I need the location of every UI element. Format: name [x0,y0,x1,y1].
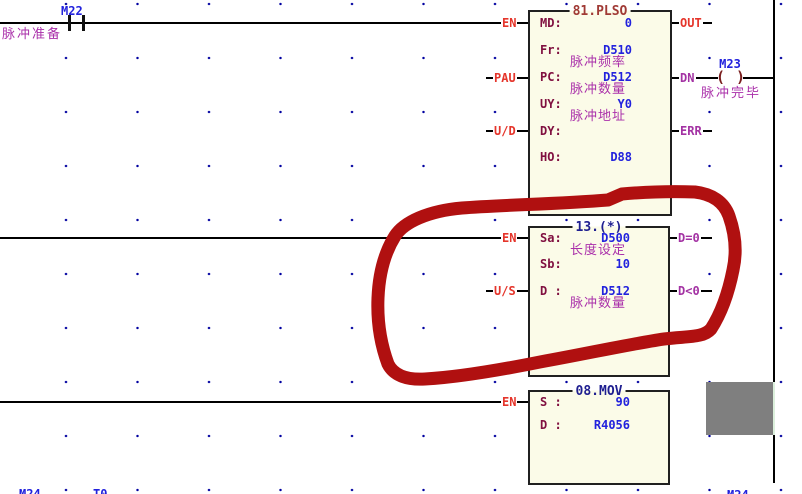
mul-param-sb: Sb: [540,257,562,271]
mov-param-s: S : [540,395,562,409]
pin-plso-ud: U/D [486,124,528,138]
plso-title: 81.PLSO [569,5,631,18]
plso-param-md: MD: [540,16,562,30]
plso-param-pc: PC: [540,70,562,84]
mov-value-d: R4056 [593,418,630,432]
mul-param-sa: Sa: [540,231,562,245]
plso-value-fr: D510 [603,43,632,57]
plso-value-pc: D512 [603,70,632,84]
rung3-wire [0,401,501,403]
plso-value-md: 0 [624,16,632,30]
pin-plso-err: ERR [672,124,712,138]
pin-mul-us: U/S [486,284,528,298]
function-block-mul[interactable]: 13.(*) Sa: D500 长度设定 Sb: 10 D : D512 脉冲数量 [528,221,670,377]
contact-device-label: M22 [61,4,83,18]
coil-comment: 脉冲完毕 [701,86,762,101]
plso-param-uy: UY: [540,97,562,111]
plso-param-ho: HO: [540,150,562,164]
pin-plso-out: OUT [672,16,712,30]
mov-param-d: D : [540,418,562,432]
function-block-plso[interactable]: 81.PLSO MD: 0 Fr: D510 脉冲频率 PC: D512 脉冲数量 U… [528,5,672,216]
mul-param-d: D : [540,284,562,298]
function-block-mov[interactable]: 08.MOV S : 90 D : R4056 [528,385,670,485]
mul-desc-sa: 长度设定 [570,243,627,258]
clipped-label-mid: T0 [93,488,113,494]
plso-desc-uy: 脉冲地址 [570,109,627,124]
plso-value-ho: D88 [610,150,632,164]
pin-mul-deq0: D=0 [670,231,712,245]
coil-wire-left [696,77,718,79]
coil-device-label: M23 [719,57,741,71]
rung2-wire [0,237,501,239]
pin-mul-dlt0: D<0 [670,284,712,298]
plso-param-fr: Fr: [540,43,562,57]
gray-selection-box[interactable] [706,382,775,435]
coil-wire-right [743,77,773,79]
plso-desc-fr: 脉冲频率 [570,55,627,70]
rung1-wire [0,22,501,24]
plso-desc-pc: 脉冲数量 [570,82,627,97]
contact-bar-right[interactable] [82,15,85,31]
pin-mul-en: EN [501,231,528,245]
mov-value-s: 90 [615,395,630,409]
output-coil[interactable]: ( ) [716,68,747,86]
mov-title: 08.MOV [572,385,626,398]
pin-plso-dn: DN [672,71,696,85]
contact-bar-left[interactable] [68,15,71,31]
right-power-rail [773,0,775,483]
mul-desc-d: 脉冲数量 [570,296,627,311]
contact-comment: 脉冲准备 [2,27,63,42]
clipped-label-right: M24 [727,489,757,494]
pin-plso-en: EN [501,16,528,30]
plso-value-uy: Y0 [617,97,632,111]
plso-param-dy: DY: [540,124,562,138]
clipped-label-left: M24 [19,488,49,494]
mul-value-sb: 10 [615,257,630,271]
pin-plso-pau: PAU [486,71,528,85]
pin-mov-en: EN [501,395,528,409]
